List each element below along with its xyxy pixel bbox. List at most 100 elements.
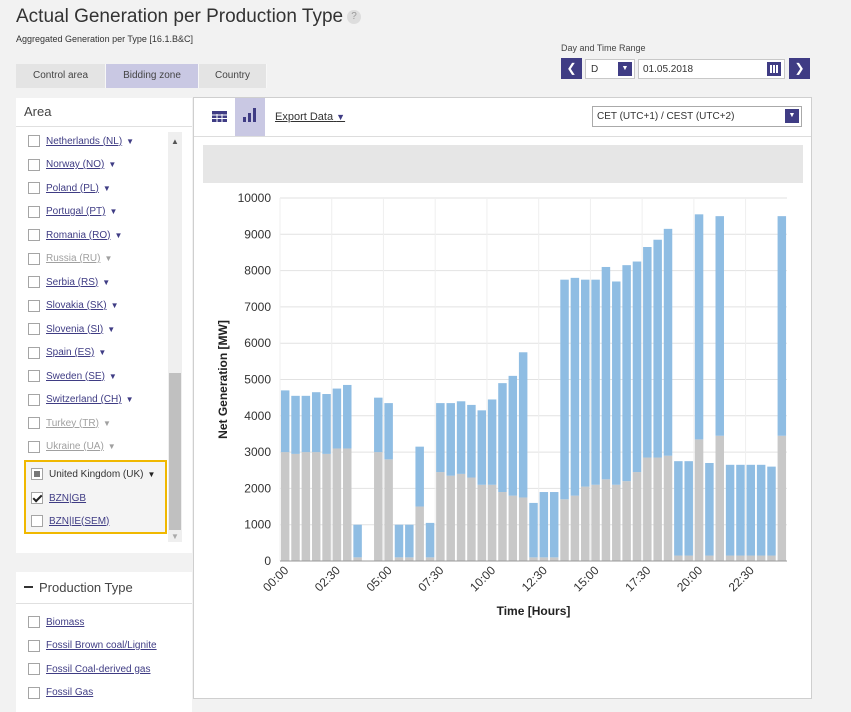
country-checkbox[interactable]	[28, 370, 40, 382]
expand-arrow-icon[interactable]: ▼	[107, 442, 116, 451]
production-type-label[interactable]: Biomass	[46, 616, 85, 628]
next-period-button[interactable]: ❯	[789, 58, 810, 79]
dropdown-arrow-icon[interactable]: ▼	[336, 112, 346, 122]
country-checkbox[interactable]	[28, 252, 40, 265]
country-row[interactable]: Portugal (PT) ▼	[28, 204, 117, 220]
country-row[interactable]: Sweden (SE) ▼	[28, 368, 117, 384]
production-type-label[interactable]: Fossil Gas	[46, 687, 94, 698]
country-label[interactable]: Portugal (PT)	[46, 206, 106, 217]
date-input[interactable]: 01.05.2018	[638, 59, 785, 79]
country-row[interactable]: Slovenia (SI) ▼	[28, 321, 115, 337]
production-type-checkbox[interactable]	[28, 686, 40, 699]
production-type-row[interactable]: Biomass	[28, 614, 84, 630]
country-row[interactable]: Ukraine (UA) ▼	[28, 439, 116, 455]
expand-arrow-icon[interactable]: ▼	[110, 301, 119, 310]
production-type-checkbox[interactable]	[28, 663, 40, 675]
country-row[interactable]: Turkey (TR) ▼	[28, 415, 111, 431]
zone-ie-checkbox[interactable]	[31, 515, 43, 527]
country-checkbox[interactable]	[28, 323, 40, 335]
expand-arrow-icon[interactable]: ▼	[102, 183, 111, 193]
calendar-icon[interactable]	[767, 62, 781, 76]
country-row[interactable]: Russia (RU) ▼	[28, 251, 112, 267]
expand-arrow-icon[interactable]: ▼	[114, 230, 123, 240]
production-type-checkbox[interactable]	[28, 616, 40, 628]
tab-control-area[interactable]: Control area	[16, 64, 106, 88]
country-checkbox[interactable]	[28, 440, 40, 453]
scrollbar-thumb[interactable]	[169, 373, 181, 530]
tab-bidding-zone[interactable]: Bidding zone	[106, 64, 199, 88]
scroll-down-icon[interactable]: ▼	[171, 532, 179, 541]
country-checkbox[interactable]	[28, 417, 40, 429]
country-checkbox[interactable]	[28, 299, 40, 312]
country-row[interactable]: Spain (ES) ▼	[28, 345, 106, 361]
expand-arrow-icon[interactable]: ▼	[98, 348, 107, 357]
tab-country[interactable]: Country	[199, 64, 267, 88]
country-label[interactable]: Poland (PL)	[46, 182, 99, 194]
production-type-row[interactable]: Fossil Gas	[28, 685, 93, 701]
country-label[interactable]: Slovakia (SK)	[46, 300, 107, 311]
collapse-icon[interactable]	[24, 586, 33, 588]
country-checkbox[interactable]	[28, 346, 40, 359]
country-checkbox[interactable]	[28, 393, 40, 406]
expand-arrow-icon[interactable]: ▼	[126, 136, 135, 146]
country-label[interactable]: Turkey (TR)	[46, 417, 99, 429]
country-checkbox[interactable]	[28, 158, 40, 171]
uk-group-label[interactable]: United Kingdom (UK)	[49, 468, 144, 480]
country-label[interactable]: Spain (ES)	[46, 347, 95, 358]
expand-arrow-icon[interactable]: ▼	[147, 469, 156, 479]
country-checkbox[interactable]	[28, 276, 40, 288]
production-type-row[interactable]: Fossil Brown coal/Lignite	[28, 638, 157, 654]
country-label[interactable]: Norway (NO)	[46, 159, 105, 170]
help-icon[interactable]: ?	[347, 10, 362, 24]
country-checkbox[interactable]	[28, 135, 40, 147]
country-row[interactable]: Poland (PL) ▼	[28, 180, 111, 196]
production-type-label[interactable]: Fossil Coal-derived gas	[46, 663, 151, 675]
country-label[interactable]: Serbia (RS)	[46, 276, 99, 288]
country-label[interactable]: Russia (RU)	[46, 253, 101, 264]
expand-arrow-icon[interactable]: ▼	[108, 160, 117, 169]
timezone-select[interactable]: CET (UTC+1) / CEST (UTC+2) ▼	[592, 106, 802, 127]
expand-arrow-icon[interactable]: ▼	[102, 277, 111, 287]
production-type-title[interactable]: Production Type	[24, 580, 133, 595]
expand-arrow-icon[interactable]: ▼	[125, 395, 134, 404]
country-row[interactable]: Netherlands (NL) ▼	[28, 133, 134, 149]
country-label[interactable]: Switzerland (CH)	[46, 394, 122, 405]
scroll-up-icon[interactable]: ▲	[171, 137, 179, 146]
country-label[interactable]: Ukraine (UA)	[46, 441, 104, 452]
period-select[interactable]: D ▼	[585, 59, 635, 79]
zone-row-ie[interactable]: BZN|IE(SEM)	[31, 512, 109, 530]
expand-arrow-icon[interactable]: ▼	[108, 371, 117, 381]
chevron-down-icon[interactable]: ▼	[785, 109, 799, 123]
country-checkbox[interactable]	[28, 182, 40, 194]
country-row[interactable]: Serbia (RS) ▼	[28, 274, 110, 290]
country-row[interactable]: Slovakia (SK) ▼	[28, 298, 119, 314]
country-label[interactable]: Sweden (SE)	[46, 370, 105, 382]
country-row[interactable]: Norway (NO) ▼	[28, 157, 116, 173]
country-label[interactable]: Netherlands (NL)	[46, 135, 123, 147]
zone-ie-label[interactable]: BZN|IE(SEM)	[49, 515, 110, 527]
expand-arrow-icon[interactable]: ▼	[102, 418, 111, 428]
country-row[interactable]: Romania (RO) ▼	[28, 227, 122, 243]
production-type-checkbox[interactable]	[28, 639, 40, 652]
table-view-button[interactable]	[204, 98, 234, 136]
country-label[interactable]: Romania (RO)	[46, 229, 111, 241]
zone-gb-checkbox[interactable]	[31, 492, 43, 504]
production-type-row[interactable]: Fossil Coal-derived gas	[28, 661, 151, 677]
country-checkbox[interactable]	[28, 229, 40, 241]
y-tick-label: 9000	[244, 227, 271, 241]
previous-period-button[interactable]: ❮	[561, 58, 582, 79]
zone-row-gb[interactable]: BZN|GB	[31, 489, 86, 507]
export-data-link[interactable]: Export Data ▼	[275, 111, 345, 123]
expand-arrow-icon[interactable]: ▼	[107, 324, 116, 334]
expand-arrow-icon[interactable]: ▼	[104, 254, 113, 263]
production-type-label[interactable]: Fossil Brown coal/Lignite	[46, 640, 157, 651]
uk-group-row[interactable]: United Kingdom (UK) ▼	[31, 465, 155, 483]
uk-partial-checkbox[interactable]	[31, 468, 43, 480]
zone-gb-label[interactable]: BZN|GB	[49, 492, 87, 504]
chevron-down-icon[interactable]: ▼	[618, 62, 632, 76]
country-checkbox[interactable]	[28, 205, 40, 218]
country-row[interactable]: Switzerland (CH) ▼	[28, 392, 134, 408]
country-label[interactable]: Slovenia (SI)	[46, 323, 104, 335]
chart-view-button[interactable]	[235, 98, 265, 136]
expand-arrow-icon[interactable]: ▼	[109, 207, 118, 216]
